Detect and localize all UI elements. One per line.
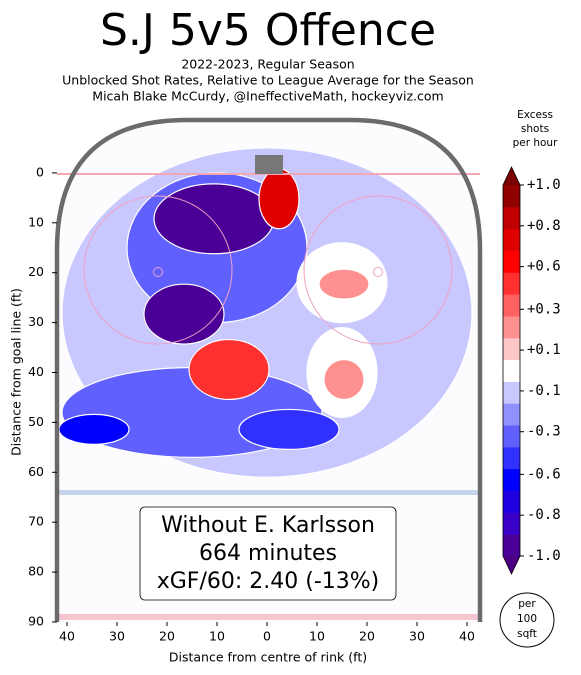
colorbar-band bbox=[503, 446, 520, 470]
y-axis-label: Distance from goal line (ft) bbox=[9, 288, 24, 456]
scale-note: 100 bbox=[517, 613, 537, 625]
colorbar-band bbox=[503, 468, 520, 492]
colorbar-band bbox=[503, 294, 520, 317]
y-tick-label: 50 bbox=[28, 414, 44, 429]
colorbar-title: shots bbox=[521, 123, 549, 135]
y-tick-label: 90 bbox=[28, 614, 44, 629]
colorbar-band bbox=[503, 272, 520, 295]
scale-note: per bbox=[518, 598, 536, 610]
y-tick-label: 70 bbox=[28, 514, 44, 529]
x-tick-label: 10 bbox=[309, 629, 325, 644]
chart-title: S.J 5v5 Offence bbox=[100, 5, 436, 56]
x-tick-label: 30 bbox=[109, 629, 125, 644]
faceoff-circle bbox=[303, 195, 453, 345]
x-tick-label: 20 bbox=[359, 629, 375, 644]
colorbar-tick-label: -0.6 bbox=[527, 466, 561, 482]
x-tick-label: 40 bbox=[59, 629, 75, 644]
annotation: Without E. Karlsson 664 minutes xGF/60: … bbox=[139, 506, 397, 601]
y-tick-label: 10 bbox=[28, 214, 44, 229]
colorbar-tick-label: +1.0 bbox=[527, 177, 561, 193]
contour-region bbox=[323, 358, 365, 401]
subtitle: Unblocked Shot Rates, Relative to League… bbox=[62, 73, 474, 88]
colorbar: +1.0 +0.8 +0.6 +0.3 +0.1 -0.1 -0.3 -0.6 -0.8 -1.0 bbox=[502, 166, 561, 575]
colorbar-band bbox=[503, 534, 520, 557]
colorbar-band bbox=[503, 228, 520, 251]
colorbar-extend-bottom bbox=[503, 556, 520, 574]
colorbar-band bbox=[503, 490, 520, 513]
colorbar-band bbox=[503, 250, 520, 273]
colorbar-tick-label: +0.6 bbox=[527, 259, 561, 275]
contour-region bbox=[318, 268, 370, 300]
subtitle: 2022-2023, Regular Season bbox=[181, 57, 354, 72]
colorbar-tick-label: -0.3 bbox=[527, 424, 561, 440]
contour-region bbox=[258, 168, 300, 230]
contour-region bbox=[188, 338, 270, 401]
x-tick-label: 10 bbox=[209, 629, 225, 644]
colorbar-title: per hour bbox=[513, 137, 559, 149]
y-tick-label: 0 bbox=[36, 164, 44, 179]
contour-region bbox=[58, 413, 130, 445]
annotation-box bbox=[139, 506, 397, 601]
contour-region bbox=[238, 408, 340, 450]
colorbar-tick-label: +0.3 bbox=[527, 301, 561, 317]
rink-markings bbox=[54, 117, 483, 622]
x-axis-label: Distance from centre of rink (ft) bbox=[169, 650, 367, 665]
boards bbox=[54, 117, 483, 622]
colorbar-band bbox=[503, 337, 520, 361]
colorbar-extend-top bbox=[503, 167, 520, 185]
scale-circle bbox=[499, 592, 555, 648]
colorbar-band bbox=[503, 185, 520, 208]
colorbar-tick-label: -0.1 bbox=[527, 383, 561, 399]
colorbar-tick-label: +0.1 bbox=[527, 342, 561, 358]
x-tick-label: 0 bbox=[263, 629, 271, 644]
colorbar-band bbox=[503, 315, 520, 339]
goal-net bbox=[255, 155, 283, 174]
contour-region bbox=[153, 183, 275, 255]
x-tick-label: 30 bbox=[409, 629, 425, 644]
scale-note: sqft bbox=[517, 628, 537, 640]
colorbar-tick-label: -1.0 bbox=[527, 548, 561, 564]
faceoff-dot bbox=[373, 267, 383, 277]
centre-line bbox=[57, 614, 480, 620]
colorbar-tick-label: -0.8 bbox=[527, 507, 561, 523]
colorbar-band bbox=[503, 425, 520, 448]
x-tick-label: 20 bbox=[159, 629, 175, 644]
colorbar-tick-label: +0.8 bbox=[527, 218, 561, 234]
faceoff-circle bbox=[83, 195, 233, 345]
colorbar-title: Excess bbox=[517, 109, 553, 121]
y-tick-label: 80 bbox=[28, 564, 44, 579]
contour-region bbox=[143, 283, 225, 345]
colorbar-band bbox=[503, 381, 520, 404]
colorbar-band bbox=[503, 512, 520, 535]
blue-line bbox=[57, 490, 480, 495]
y-tick-label: 60 bbox=[28, 464, 44, 479]
y-tick-label: 20 bbox=[28, 264, 44, 279]
annotation-text: 664 minutes bbox=[199, 541, 337, 566]
colorbar-band bbox=[503, 359, 520, 382]
y-tick-label: 40 bbox=[28, 364, 44, 379]
x-tick-label: 40 bbox=[459, 629, 475, 644]
annotation-text: Without E. Karlsson bbox=[161, 513, 375, 538]
annotation-text: xGF/60: 2.40 (-13%) bbox=[157, 569, 380, 594]
contour-layer bbox=[58, 147, 473, 478]
subtitle: Micah Blake McCurdy, @IneffectiveMath, h… bbox=[92, 89, 443, 104]
colorbar-band bbox=[503, 403, 520, 426]
faceoff-dot bbox=[153, 267, 163, 277]
y-tick-label: 30 bbox=[28, 314, 44, 329]
colorbar-band bbox=[503, 206, 520, 230]
